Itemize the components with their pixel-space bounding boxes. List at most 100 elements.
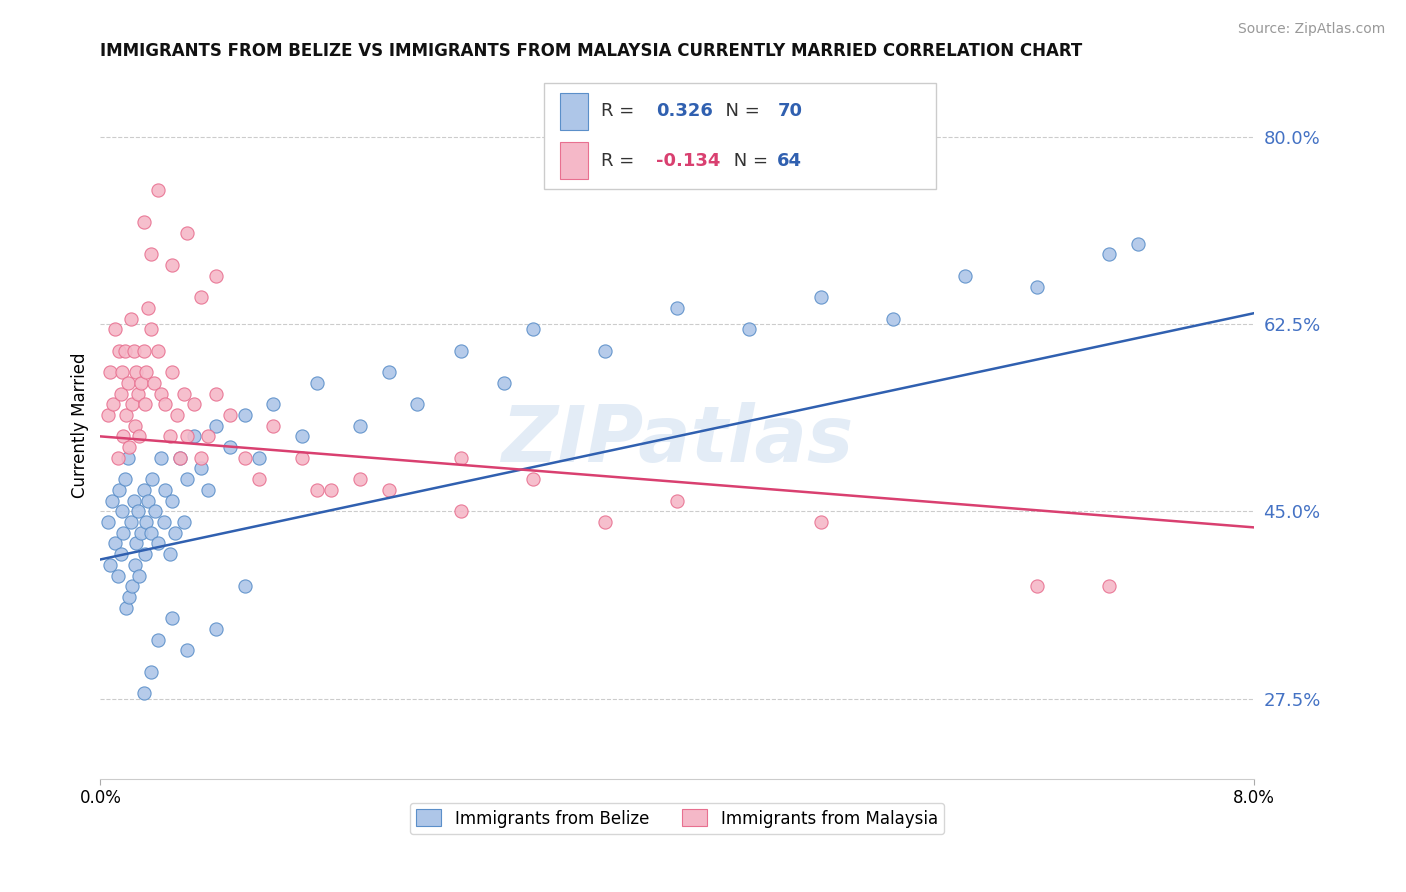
- FancyBboxPatch shape: [561, 93, 588, 129]
- Point: [142, 376, 165, 390]
- Point: [173, 386, 195, 401]
- Point: [135, 515, 157, 529]
- Point: [1098, 247, 1121, 261]
- Point: [112, 525, 135, 540]
- Point: [204, 386, 226, 401]
- Point: [882, 311, 904, 326]
- Point: [118, 440, 141, 454]
- Legend: Immigrants from Belize, Immigrants from Malaysia: Immigrants from Belize, Immigrants from …: [409, 803, 945, 834]
- Point: [136, 493, 159, 508]
- Point: [143, 504, 166, 518]
- Point: [132, 686, 155, 700]
- Point: [247, 450, 270, 465]
- Point: [593, 515, 616, 529]
- Point: [247, 472, 270, 486]
- Point: [107, 568, 129, 582]
- Point: [127, 386, 149, 401]
- Point: [159, 429, 181, 443]
- Point: [190, 461, 212, 475]
- Point: [291, 429, 314, 443]
- Point: [124, 558, 146, 572]
- Point: [810, 290, 832, 304]
- Point: [136, 301, 159, 315]
- Y-axis label: Currently Married: Currently Married: [72, 353, 89, 499]
- Point: [115, 408, 138, 422]
- Point: [1026, 579, 1049, 593]
- Point: [219, 408, 242, 422]
- Point: [262, 397, 284, 411]
- Point: [305, 376, 328, 390]
- Point: [665, 301, 688, 315]
- Point: [176, 429, 198, 443]
- Point: [176, 472, 198, 486]
- Point: [128, 568, 150, 582]
- Point: [110, 386, 132, 401]
- Point: [110, 547, 132, 561]
- Point: [135, 365, 157, 379]
- Text: ZIPatlas: ZIPatlas: [501, 401, 853, 478]
- Point: [122, 343, 145, 358]
- Point: [349, 472, 371, 486]
- Point: [319, 483, 342, 497]
- Point: [139, 525, 162, 540]
- Point: [103, 397, 125, 411]
- Point: [155, 397, 177, 411]
- Point: [120, 311, 142, 326]
- Point: [593, 343, 616, 358]
- Point: [146, 536, 169, 550]
- Point: [100, 365, 122, 379]
- Text: R =: R =: [600, 103, 640, 120]
- Point: [112, 429, 135, 443]
- Point: [125, 365, 148, 379]
- Point: [190, 450, 212, 465]
- Point: [169, 450, 191, 465]
- Point: [197, 429, 219, 443]
- Point: [165, 525, 187, 540]
- Point: [152, 515, 174, 529]
- Point: [127, 504, 149, 518]
- Point: [176, 226, 198, 240]
- Point: [377, 483, 399, 497]
- Point: [104, 322, 127, 336]
- Point: [124, 418, 146, 433]
- Text: Source: ZipAtlas.com: Source: ZipAtlas.com: [1237, 22, 1385, 37]
- Point: [197, 483, 219, 497]
- Point: [190, 290, 212, 304]
- Point: [121, 397, 143, 411]
- Point: [139, 247, 162, 261]
- Point: [108, 343, 131, 358]
- Point: [450, 343, 472, 358]
- FancyBboxPatch shape: [544, 83, 936, 189]
- Text: 64: 64: [778, 152, 803, 169]
- Point: [349, 418, 371, 433]
- Point: [738, 322, 761, 336]
- Point: [176, 643, 198, 657]
- Point: [665, 493, 688, 508]
- Point: [96, 515, 118, 529]
- Point: [115, 600, 138, 615]
- Point: [810, 515, 832, 529]
- Point: [118, 590, 141, 604]
- Point: [101, 493, 124, 508]
- Point: [1128, 236, 1150, 251]
- Point: [291, 450, 314, 465]
- Point: [146, 343, 169, 358]
- Point: [233, 579, 256, 593]
- Point: [146, 183, 169, 197]
- Point: [406, 397, 429, 411]
- Text: -0.134: -0.134: [657, 152, 721, 169]
- Point: [128, 429, 150, 443]
- Point: [117, 450, 139, 465]
- Point: [149, 450, 172, 465]
- Text: IMMIGRANTS FROM BELIZE VS IMMIGRANTS FROM MALAYSIA CURRENTLY MARRIED CORRELATION: IMMIGRANTS FROM BELIZE VS IMMIGRANTS FRO…: [100, 42, 1083, 60]
- Point: [162, 493, 184, 508]
- Text: 0.326: 0.326: [657, 103, 713, 120]
- Point: [114, 343, 136, 358]
- Point: [233, 450, 256, 465]
- Text: N =: N =: [728, 152, 768, 169]
- Point: [204, 622, 226, 636]
- Point: [522, 472, 544, 486]
- Point: [96, 408, 118, 422]
- Point: [121, 579, 143, 593]
- Point: [183, 397, 205, 411]
